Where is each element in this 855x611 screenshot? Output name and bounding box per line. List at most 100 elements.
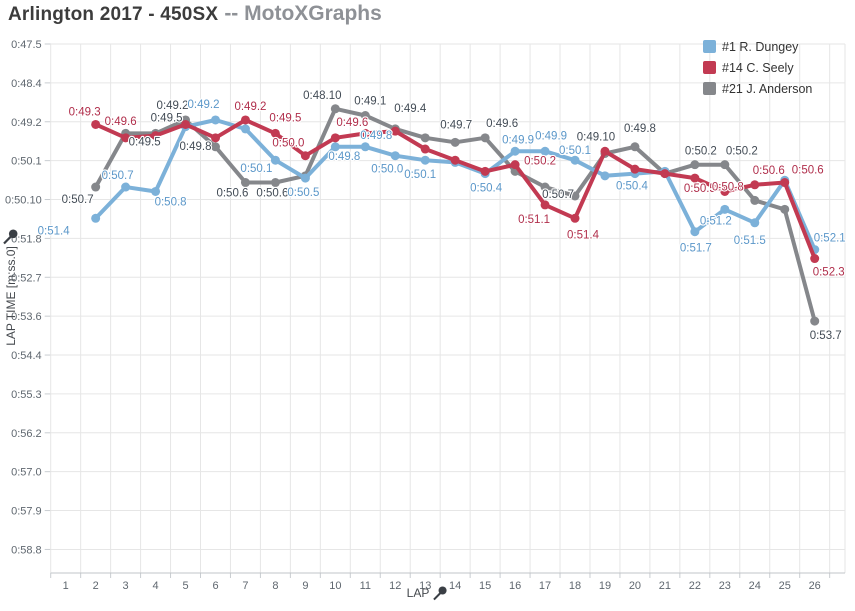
chart-title-brand: -- MotoXGraphs <box>224 2 382 25</box>
data-point[interactable] <box>450 137 460 147</box>
y-tick-label: 0:50.10 <box>5 195 42 207</box>
data-point[interactable] <box>750 195 760 205</box>
data-point[interactable] <box>330 133 340 143</box>
x-tick-label: 6 <box>212 580 218 592</box>
data-point[interactable] <box>720 186 730 196</box>
data-point[interactable] <box>540 182 550 192</box>
data-label: 0:50.6 <box>256 188 288 200</box>
x-tick-label: 5 <box>182 580 188 592</box>
x-tick-label: 7 <box>242 580 248 592</box>
data-point[interactable] <box>121 182 131 192</box>
data-label: 0:49.8 <box>624 123 656 135</box>
data-point[interactable] <box>420 155 430 165</box>
data-point[interactable] <box>480 166 490 176</box>
data-point[interactable] <box>600 171 610 181</box>
data-label: 0:50.2 <box>685 146 717 158</box>
data-point[interactable] <box>240 115 250 125</box>
data-point[interactable] <box>780 178 790 188</box>
data-point[interactable] <box>360 142 370 152</box>
data-point[interactable] <box>360 128 370 138</box>
data-point[interactable] <box>211 133 220 143</box>
data-label: 0:50.4 <box>616 181 649 193</box>
y-tick-label: 0:56.2 <box>11 428 42 440</box>
y-axis-title: LAP TIME [m:ss.0] <box>4 246 18 346</box>
data-point[interactable] <box>121 133 131 143</box>
data-point[interactable] <box>151 186 161 196</box>
data-point[interactable] <box>630 164 640 174</box>
data-label: 0:50.7 <box>542 189 574 201</box>
x-tick-label: 11 <box>360 580 371 592</box>
data-label: 0:52.1 <box>814 233 846 245</box>
data-label: 0:50.2 <box>524 156 556 168</box>
data-point[interactable] <box>690 160 700 170</box>
data-label: 0:49.7 <box>440 119 472 131</box>
data-label: 0:49.1 <box>354 96 386 108</box>
legend-label: #1 R. Dungey <box>722 39 799 54</box>
data-point[interactable] <box>510 160 520 170</box>
legend-item[interactable]: #14 C. Seely <box>703 57 812 78</box>
data-point[interactable] <box>240 178 250 188</box>
data-point[interactable] <box>660 169 670 179</box>
data-point[interactable] <box>750 218 760 228</box>
data-point[interactable] <box>300 173 310 183</box>
data-point[interactable] <box>390 126 400 136</box>
data-point[interactable] <box>570 213 580 223</box>
data-point[interactable] <box>780 204 790 214</box>
data-point[interactable] <box>690 173 700 183</box>
data-point[interactable] <box>91 119 101 129</box>
data-label: 0:49.6 <box>486 118 518 130</box>
data-point[interactable] <box>420 144 430 154</box>
x-tick-label: 14 <box>449 580 461 592</box>
data-point[interactable] <box>270 128 280 138</box>
axis-pin-icon <box>433 586 447 601</box>
data-point[interactable] <box>810 316 820 326</box>
data-label: 0:50.7 <box>102 170 134 182</box>
y-tick-label: 0:55.3 <box>11 389 42 401</box>
data-point[interactable] <box>360 111 370 121</box>
data-label: 0:49.2 <box>234 101 266 113</box>
legend-item[interactable]: #21 J. Anderson <box>703 78 812 99</box>
data-label: 0:49.8 <box>180 141 212 153</box>
data-point[interactable] <box>270 178 280 188</box>
data-point[interactable] <box>810 254 820 264</box>
data-point[interactable] <box>450 155 460 165</box>
data-point[interactable] <box>330 142 340 152</box>
x-tick-label: 2 <box>93 580 99 592</box>
data-label: 0:49.2 <box>188 99 220 111</box>
data-point[interactable] <box>420 133 430 143</box>
data-point[interactable] <box>181 119 191 129</box>
data-label: 0:49.5 <box>151 112 183 124</box>
data-point[interactable] <box>390 151 400 161</box>
data-point[interactable] <box>630 142 640 152</box>
data-point[interactable] <box>540 146 550 156</box>
x-tick-label: 25 <box>779 580 791 592</box>
data-point[interactable] <box>510 146 520 156</box>
legend-swatch <box>703 61 716 74</box>
data-point[interactable] <box>330 104 340 114</box>
data-point[interactable] <box>720 204 730 214</box>
data-point[interactable] <box>540 200 550 210</box>
data-point[interactable] <box>690 227 700 237</box>
data-point[interactable] <box>480 133 490 143</box>
x-tick-label: 23 <box>719 580 731 592</box>
data-point[interactable] <box>720 160 730 170</box>
legend-item[interactable]: #1 R. Dungey <box>703 36 812 57</box>
data-point[interactable] <box>570 155 580 165</box>
data-label: 0:49.9 <box>502 134 534 146</box>
data-point[interactable] <box>570 191 580 201</box>
data-point[interactable] <box>270 155 280 165</box>
data-point[interactable] <box>91 182 101 192</box>
data-label: 0:50.6 <box>792 165 824 177</box>
data-point[interactable] <box>211 142 220 152</box>
data-point[interactable] <box>151 131 161 141</box>
data-point[interactable] <box>300 151 310 161</box>
data-point[interactable] <box>750 180 760 190</box>
data-point[interactable] <box>211 115 220 125</box>
data-point[interactable] <box>91 213 101 223</box>
data-point[interactable] <box>240 124 250 134</box>
x-tick-label: 16 <box>509 580 521 592</box>
data-label: 0:51.1 <box>518 214 550 226</box>
data-point[interactable] <box>600 146 610 156</box>
